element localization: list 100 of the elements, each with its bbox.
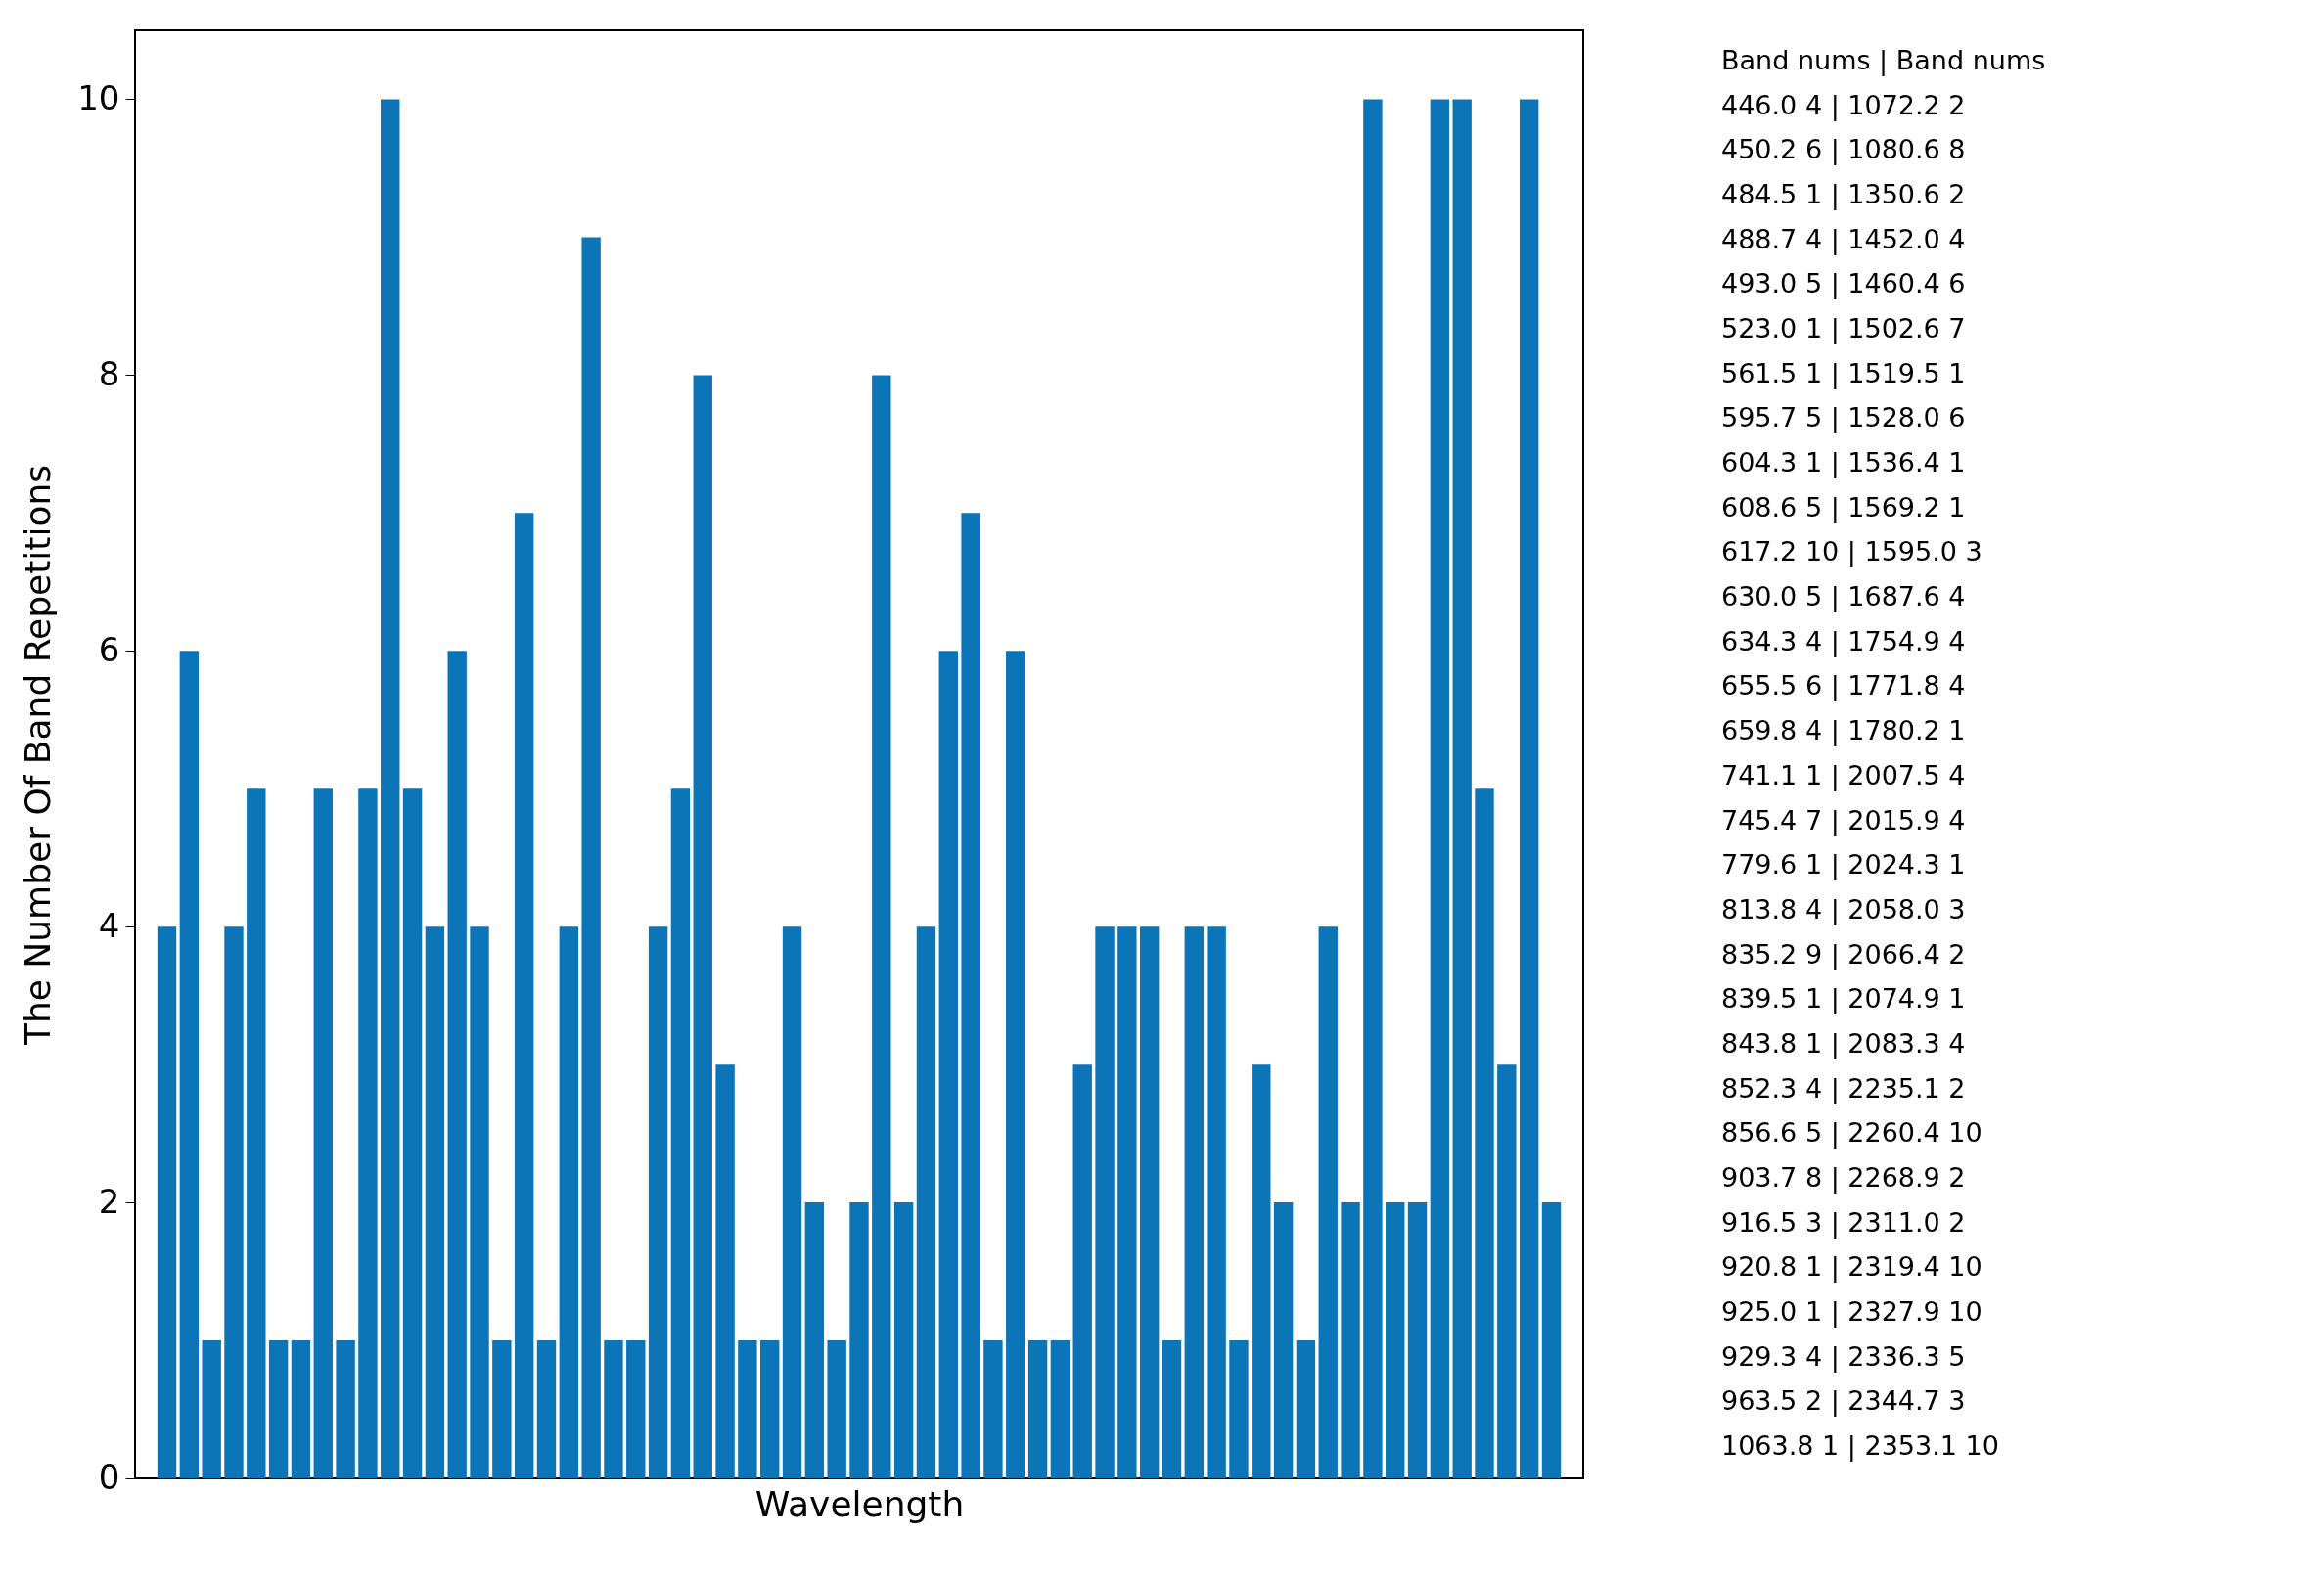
bar [179, 651, 200, 1478]
bar [581, 237, 601, 1478]
text: 523.0 1 | 1502.6 7 [1721, 313, 1966, 345]
bar [961, 513, 980, 1478]
bar [1027, 1340, 1048, 1478]
text: 903.7 8 | 2268.9 2 [1721, 1161, 1966, 1194]
text: 929.3 4 | 2336.3 5 [1721, 1340, 1966, 1373]
bar [1006, 651, 1025, 1478]
bar [247, 788, 266, 1478]
bar [224, 926, 244, 1478]
bar [1273, 1202, 1294, 1478]
text: 920.8 1 | 2319.4 10 [1721, 1251, 1982, 1284]
bar [559, 926, 579, 1478]
text: 488.7 4 | 1452.0 4 [1721, 223, 1966, 255]
text: 634.3 4 | 1754.9 4 [1721, 625, 1966, 657]
text: 839.5 1 | 2074.9 1 [1721, 983, 1966, 1015]
bar [1229, 1340, 1249, 1478]
bar [358, 788, 378, 1478]
text: 608.6 5 | 1569.2 1 [1721, 491, 1966, 523]
bar [849, 1202, 869, 1478]
text: 741.1 1 | 2007.5 4 [1721, 759, 1966, 791]
bar [872, 375, 891, 1478]
text: 856.6 5 | 2260.4 10 [1721, 1117, 1982, 1149]
text: 925.0 1 | 2327.9 10 [1721, 1295, 1982, 1328]
bar [1296, 1340, 1316, 1478]
bar [1341, 1202, 1360, 1478]
y-tick-label: 8 [98, 353, 120, 393]
y-axis-title: The Number Of Band Repetitions [18, 464, 59, 1047]
bar [447, 651, 467, 1478]
bar [1184, 926, 1205, 1478]
text: 916.5 3 | 2311.0 2 [1721, 1206, 1966, 1239]
bar [157, 926, 177, 1478]
y-tick-label: 10 [77, 77, 120, 117]
bar [1497, 1064, 1517, 1478]
text: 630.0 5 | 1687.6 4 [1721, 581, 1966, 613]
bar [715, 1064, 735, 1478]
bar [1207, 926, 1226, 1478]
bar [1407, 1202, 1428, 1478]
bar [604, 1340, 623, 1478]
bar [916, 926, 936, 1478]
bar [402, 788, 423, 1478]
text: 446.0 4 | 1072.2 2 [1721, 89, 1966, 121]
text: 604.3 1 | 1536.4 1 [1721, 447, 1966, 479]
text: 655.5 6 | 1771.8 4 [1721, 670, 1966, 702]
bar [1095, 926, 1115, 1478]
text: 484.5 1 | 1350.6 2 [1721, 179, 1966, 211]
bar [202, 1340, 221, 1478]
bar [336, 1340, 355, 1478]
text: 595.7 5 | 1528.0 6 [1721, 402, 1966, 434]
bar [1452, 99, 1472, 1478]
bar [1252, 1064, 1271, 1478]
y-tick-label: 6 [98, 629, 120, 669]
bar [425, 926, 445, 1478]
bar [1541, 1202, 1562, 1478]
bar [492, 1340, 512, 1478]
bar [693, 375, 712, 1478]
bar [893, 1202, 914, 1478]
bar [938, 651, 958, 1478]
bar [670, 788, 691, 1478]
bar [1363, 99, 1383, 1478]
text: 813.8 4 | 2058.0 3 [1721, 893, 1966, 925]
bar [1072, 1064, 1092, 1478]
bar [1162, 1340, 1182, 1478]
bar [1117, 926, 1137, 1478]
text: 450.2 6 | 1080.6 8 [1721, 134, 1966, 166]
bar [760, 1340, 780, 1478]
y-tick-label: 4 [98, 905, 120, 945]
bar [1318, 926, 1338, 1478]
bar [514, 513, 534, 1478]
text: 617.2 10 | 1595.0 3 [1721, 536, 1982, 568]
bar [313, 788, 333, 1478]
text: Band nums | Band nums [1721, 44, 2046, 76]
bar [381, 99, 400, 1478]
bar [1139, 926, 1160, 1478]
text: 659.8 4 | 1780.2 1 [1721, 715, 1966, 747]
text: 561.5 1 | 1519.5 1 [1721, 357, 1966, 389]
bar [782, 926, 802, 1478]
bar [1050, 1340, 1071, 1478]
y-tick-label: 0 [98, 1457, 120, 1497]
bar [1519, 99, 1539, 1478]
text: 745.4 7 | 2015.9 4 [1721, 804, 1966, 836]
text: 843.8 1 | 2083.3 4 [1721, 1027, 1966, 1059]
bar [983, 1340, 1003, 1478]
text: 835.2 9 | 2066.4 2 [1721, 938, 1966, 970]
bar [738, 1340, 757, 1478]
bar [804, 1202, 825, 1478]
x-axis-title: Wavelength [754, 1483, 965, 1524]
bar [470, 926, 489, 1478]
text: 493.0 5 | 1460.4 6 [1721, 268, 1966, 300]
bar [626, 1340, 646, 1478]
bar [1386, 1202, 1405, 1478]
text: 1063.8 1 | 2353.1 10 [1721, 1430, 1999, 1463]
text: 779.6 1 | 2024.3 1 [1721, 849, 1966, 881]
bar [1430, 99, 1450, 1478]
bar [291, 1340, 311, 1478]
bar [648, 926, 668, 1478]
text: 963.5 2 | 2344.7 3 [1721, 1385, 1966, 1418]
bar [827, 1340, 846, 1478]
bar [1475, 788, 1494, 1478]
text: 852.3 4 | 2235.1 2 [1721, 1072, 1966, 1104]
